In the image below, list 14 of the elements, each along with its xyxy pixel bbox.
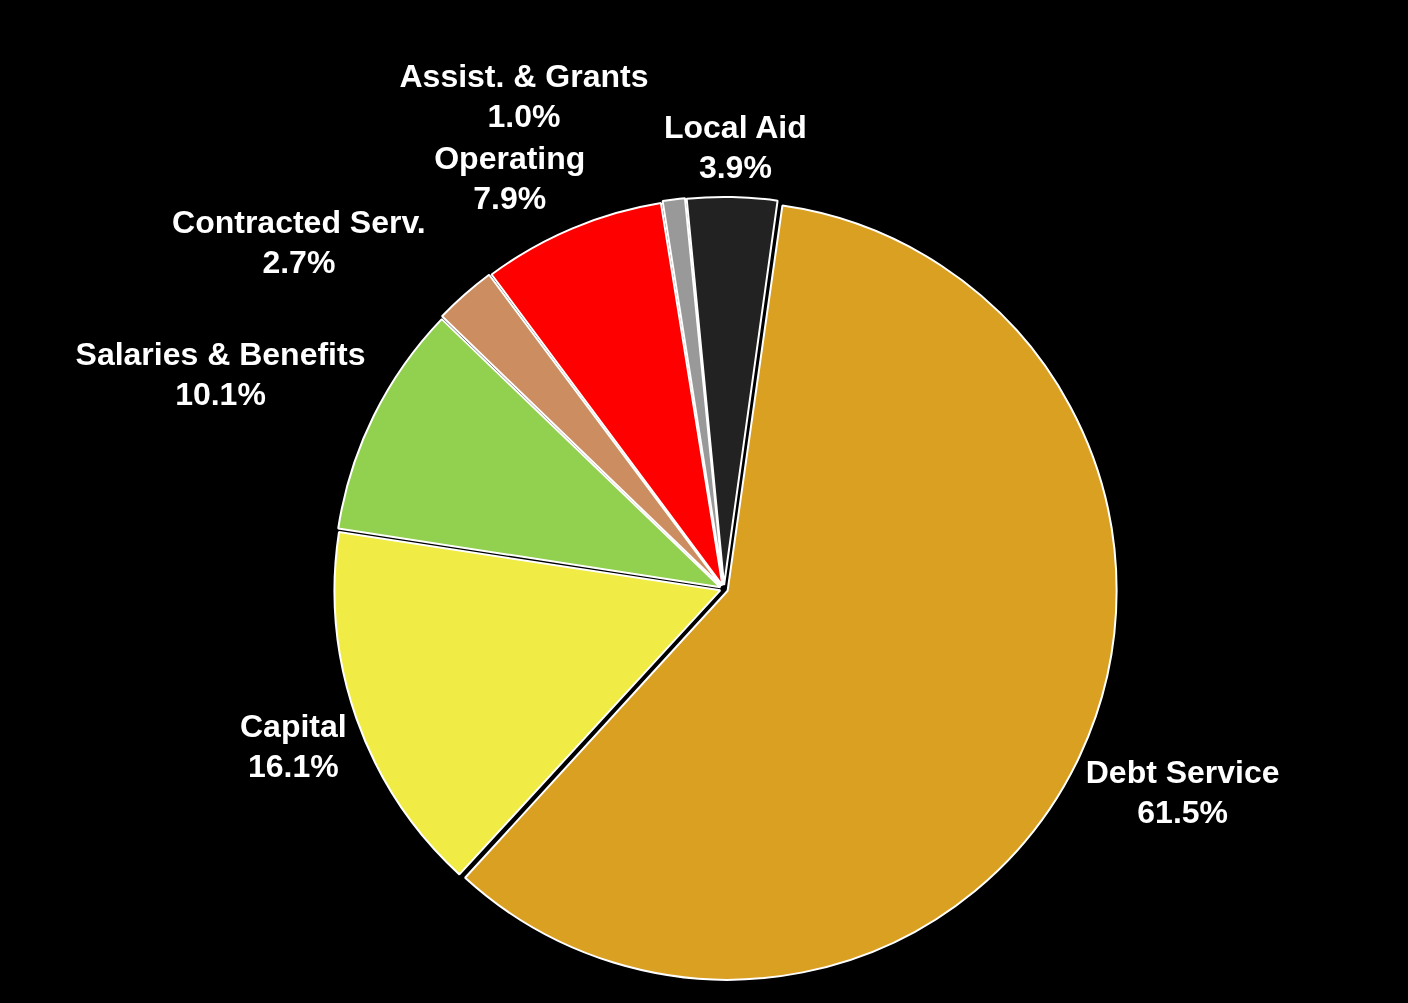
slice-label: Operating bbox=[434, 140, 586, 177]
data-label: 1.0% bbox=[487, 97, 561, 134]
data-label: 3.9% bbox=[698, 148, 772, 185]
slice-label: Debt Service bbox=[1085, 753, 1280, 790]
data-label: 61.5% bbox=[1137, 793, 1229, 830]
data-label: 10.1% bbox=[175, 376, 266, 413]
data-label: 7.9% bbox=[473, 180, 547, 217]
data-label: 16.1% bbox=[247, 748, 339, 785]
slice-label: Contracted Serv. bbox=[172, 204, 426, 241]
data-label: 2.7% bbox=[262, 244, 336, 281]
slice-label: Local Aid bbox=[663, 108, 807, 145]
slice-label: Capital bbox=[239, 708, 347, 745]
slice-label: Assist. & Grants bbox=[399, 57, 649, 94]
slice-label: Salaries & Benefits bbox=[75, 336, 366, 373]
